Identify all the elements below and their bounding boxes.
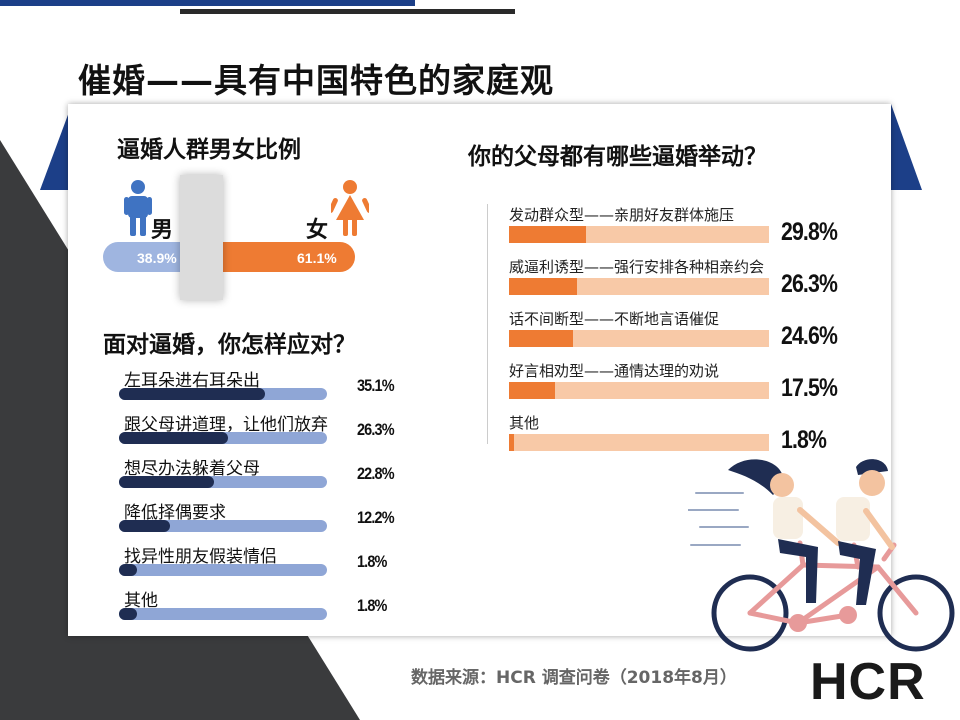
male-label: 男 — [151, 218, 174, 243]
responses-section-title: 面对逼婚，你怎样应对？ — [103, 332, 356, 358]
male-person-icon — [124, 180, 152, 236]
tandem-bicycle-illustration — [688, 459, 955, 652]
female-label: 女 — [306, 218, 329, 243]
page-title: 催婚——具有中国特色的家庭观 — [78, 61, 554, 100]
top-accent-bar-blue — [0, 0, 415, 6]
female-ratio-bar — [221, 242, 355, 272]
actions-axis-line — [487, 204, 488, 444]
female-person-icon — [331, 180, 369, 236]
hcr-logo: HCR — [810, 653, 926, 711]
ratio-divider — [180, 175, 223, 300]
actions-section-title: 你的父母都有哪些逼婚举动？ — [468, 144, 767, 170]
data-source-footer: 数据来源：HCR 调查问卷（2018年8月） — [411, 668, 737, 688]
female-pct-label: 61.1% — [297, 250, 337, 266]
male-pct-label: 38.9% — [137, 250, 177, 266]
top-accent-bar-dark — [180, 9, 515, 14]
gender-section-title: 逼婚人群男女比例 — [117, 137, 301, 163]
